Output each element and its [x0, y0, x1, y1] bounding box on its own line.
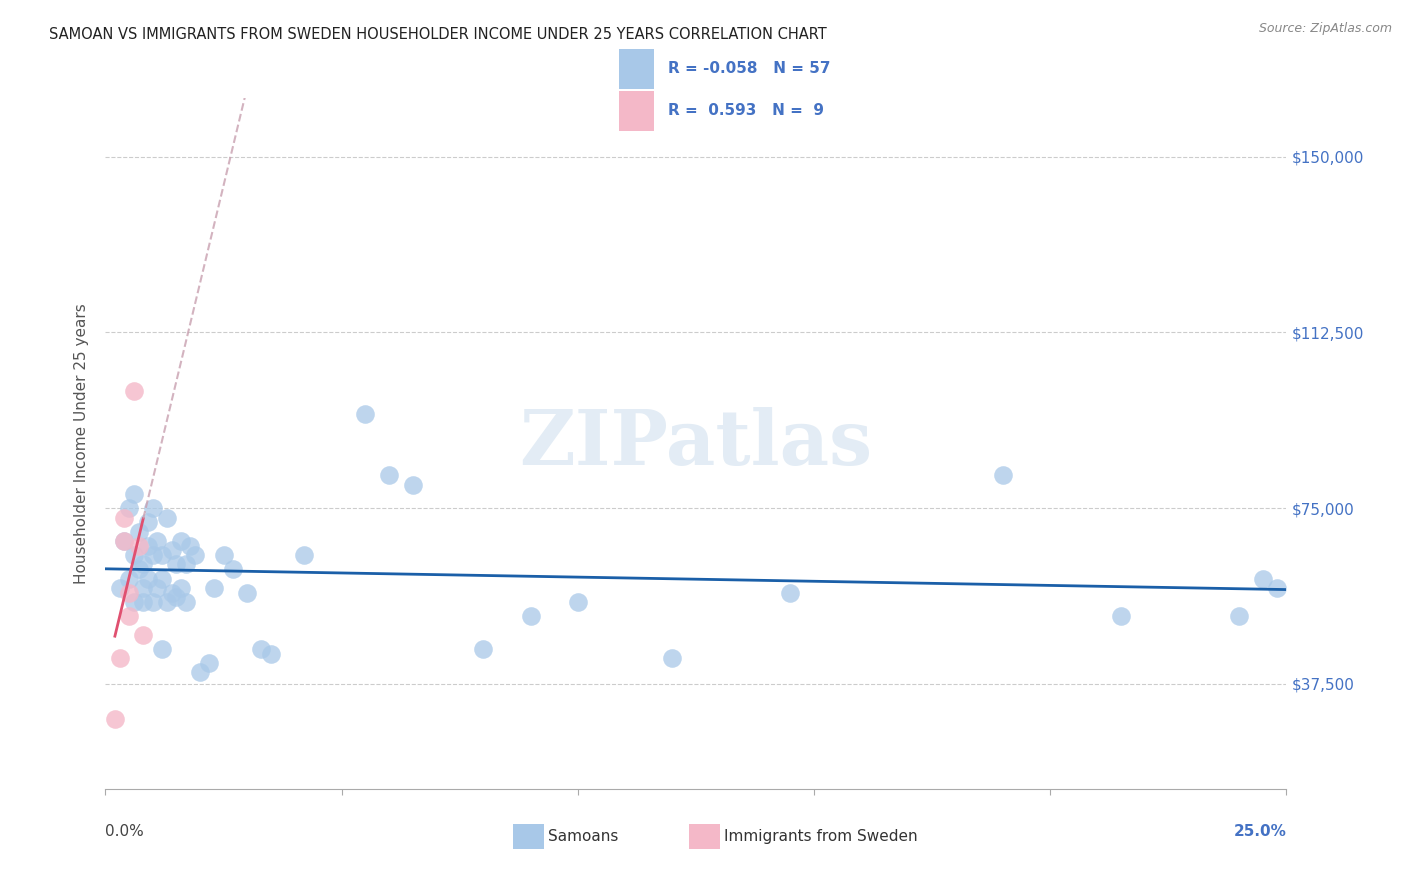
Point: [212, 548, 235, 562]
Point: [122, 595, 145, 609]
Point: [112, 534, 135, 549]
Point: [779, 585, 801, 599]
Point: [202, 581, 225, 595]
Point: [292, 548, 315, 562]
Point: [146, 534, 169, 549]
Point: [165, 591, 187, 605]
Text: R = -0.058   N = 57: R = -0.058 N = 57: [668, 61, 831, 76]
Point: [108, 651, 131, 665]
Point: [142, 548, 165, 562]
Point: [104, 712, 127, 726]
Point: [128, 562, 150, 576]
Point: [354, 408, 377, 422]
Point: [118, 609, 141, 624]
Point: [108, 581, 131, 595]
Point: [142, 595, 165, 609]
Bar: [619, 49, 654, 88]
Point: [250, 641, 273, 656]
Point: [132, 595, 155, 609]
Point: [142, 501, 165, 516]
Text: Samoans: Samoans: [548, 830, 619, 844]
Point: [1109, 609, 1132, 624]
Point: [260, 647, 283, 661]
Point: [132, 558, 155, 572]
Text: Source: ZipAtlas.com: Source: ZipAtlas.com: [1258, 22, 1392, 36]
Point: [198, 656, 221, 670]
Y-axis label: Householder Income Under 25 years: Householder Income Under 25 years: [75, 303, 90, 584]
Point: [160, 585, 183, 599]
Point: [156, 510, 179, 524]
Point: [222, 562, 245, 576]
Point: [184, 548, 207, 562]
Point: [132, 628, 155, 642]
Point: [150, 572, 173, 586]
Point: [661, 651, 683, 665]
Point: [122, 384, 145, 398]
Point: [122, 487, 145, 501]
Point: [150, 548, 173, 562]
Point: [136, 516, 159, 530]
Point: [128, 539, 150, 553]
Point: [112, 534, 135, 549]
Text: 0.0%: 0.0%: [105, 824, 145, 839]
Point: [236, 585, 259, 599]
Point: [118, 572, 141, 586]
Point: [174, 558, 197, 572]
Point: [1227, 609, 1250, 624]
Text: Immigrants from Sweden: Immigrants from Sweden: [724, 830, 918, 844]
Point: [118, 501, 141, 516]
Point: [112, 510, 135, 524]
Point: [128, 524, 150, 539]
Point: [122, 548, 145, 562]
Point: [188, 665, 211, 680]
Point: [378, 468, 401, 483]
Point: [136, 539, 159, 553]
Text: SAMOAN VS IMMIGRANTS FROM SWEDEN HOUSEHOLDER INCOME UNDER 25 YEARS CORRELATION C: SAMOAN VS IMMIGRANTS FROM SWEDEN HOUSEHO…: [49, 27, 827, 42]
Point: [174, 595, 197, 609]
Bar: [619, 92, 654, 131]
Point: [146, 581, 169, 595]
Point: [1265, 581, 1288, 595]
Text: 25.0%: 25.0%: [1233, 824, 1286, 839]
Point: [179, 539, 201, 553]
Point: [567, 595, 589, 609]
Point: [136, 572, 159, 586]
Text: R =  0.593   N =  9: R = 0.593 N = 9: [668, 103, 824, 118]
Point: [160, 543, 183, 558]
Point: [1251, 572, 1274, 586]
Point: [165, 558, 187, 572]
Point: [150, 641, 173, 656]
Point: [472, 641, 495, 656]
Point: [170, 534, 193, 549]
Point: [132, 581, 155, 595]
Point: [991, 468, 1014, 483]
Point: [401, 477, 423, 491]
Point: [170, 581, 193, 595]
Point: [519, 609, 541, 624]
Point: [156, 595, 179, 609]
Text: ZIPatlas: ZIPatlas: [519, 407, 873, 481]
Point: [118, 585, 141, 599]
